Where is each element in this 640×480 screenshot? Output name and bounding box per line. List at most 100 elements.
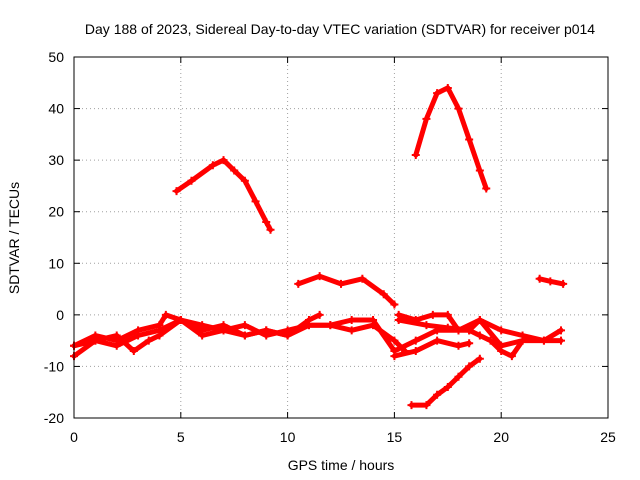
data-point (155, 331, 164, 340)
x-tick-label: 25 (600, 429, 616, 445)
data-point (546, 277, 555, 286)
y-tick-label: 40 (48, 101, 64, 117)
data-point (433, 336, 442, 345)
data-point (411, 336, 420, 345)
y-tick-label: -20 (44, 410, 64, 426)
data-point (428, 310, 437, 319)
data-point (422, 114, 431, 123)
x-tick-label: 0 (70, 429, 78, 445)
data-point (411, 150, 420, 159)
y-tick-label: 30 (48, 152, 64, 168)
data-point (230, 166, 239, 175)
data-point (475, 331, 484, 340)
data-point (507, 352, 516, 361)
data-point (187, 176, 196, 185)
y-tick-label: -10 (44, 358, 64, 374)
data-point (315, 272, 324, 281)
ticks: 0 5 10 15 20 25 -20 -10 0 10 20 30 40 50 (44, 49, 616, 445)
plot-frame (73, 56, 609, 419)
data-point (422, 321, 431, 330)
y-tick-label: 50 (48, 49, 64, 65)
x-tick-label: 5 (177, 429, 185, 445)
data-point (394, 316, 403, 325)
data-point (433, 89, 442, 98)
data-point (539, 336, 548, 345)
data-point (557, 336, 566, 345)
data-point (518, 331, 527, 340)
x-axis-label: GPS time / hours (288, 457, 395, 473)
x-tick-label: 10 (280, 429, 296, 445)
data-point (161, 310, 170, 319)
data-point (294, 279, 303, 288)
points-arc-9 (411, 83, 491, 193)
data-point (465, 362, 474, 371)
points-arc-10 (407, 354, 484, 410)
data-point (304, 321, 313, 330)
y-tick-label: 20 (48, 204, 64, 220)
data-point (198, 331, 207, 340)
data-point (219, 326, 228, 335)
points-arc-5 (294, 272, 399, 309)
y-axis-label: SDTVAR / TECUs (6, 182, 22, 294)
data-point (358, 274, 367, 283)
data-point (262, 218, 271, 227)
data-point (266, 225, 275, 234)
data-point (557, 326, 566, 335)
data-point (559, 279, 568, 288)
x-tick-label: 20 (493, 429, 509, 445)
data-point (443, 83, 452, 92)
data-point (240, 176, 249, 185)
y-tick-label: 10 (48, 255, 64, 271)
data-point (465, 135, 474, 144)
x-tick-label: 15 (387, 429, 403, 445)
data-point (198, 321, 207, 330)
data-point (465, 339, 474, 348)
data-point (134, 331, 143, 340)
data-point (443, 323, 452, 332)
data-point (112, 341, 121, 350)
data-point (172, 187, 181, 196)
data-point (315, 310, 324, 319)
data-point (240, 321, 249, 330)
points-arc-8 (394, 316, 566, 345)
data-point (535, 274, 544, 283)
data-point (454, 341, 463, 350)
data-point (454, 372, 463, 381)
data-point (112, 331, 121, 340)
data-point (454, 104, 463, 113)
data-point (240, 331, 249, 340)
data-point (347, 316, 356, 325)
series-arc-5 (295, 273, 397, 307)
data-point (262, 326, 271, 335)
grid (74, 57, 608, 418)
data-point (475, 354, 484, 363)
data-point (475, 316, 484, 325)
data-point (144, 336, 153, 345)
series-group (70, 83, 568, 410)
data-point (369, 316, 378, 325)
data-point (390, 300, 399, 309)
data-point (283, 331, 292, 340)
data-point (443, 310, 452, 319)
series-arc-4 (174, 157, 273, 233)
data-point (411, 346, 420, 355)
data-point (390, 352, 399, 361)
data-point (91, 336, 100, 345)
data-point (422, 401, 431, 410)
data-point (390, 336, 399, 345)
data-point (219, 156, 228, 165)
data-point (465, 326, 474, 335)
data-point (497, 326, 506, 335)
points-arc-11 (535, 274, 568, 288)
series-arc-9 (413, 85, 489, 191)
data-point (482, 184, 491, 193)
points-arc-4 (172, 156, 275, 234)
data-point (443, 383, 452, 392)
data-point (176, 316, 185, 325)
points-arc-7 (390, 336, 474, 361)
data-point (208, 161, 217, 170)
data-point (486, 336, 495, 345)
data-point (251, 197, 260, 206)
